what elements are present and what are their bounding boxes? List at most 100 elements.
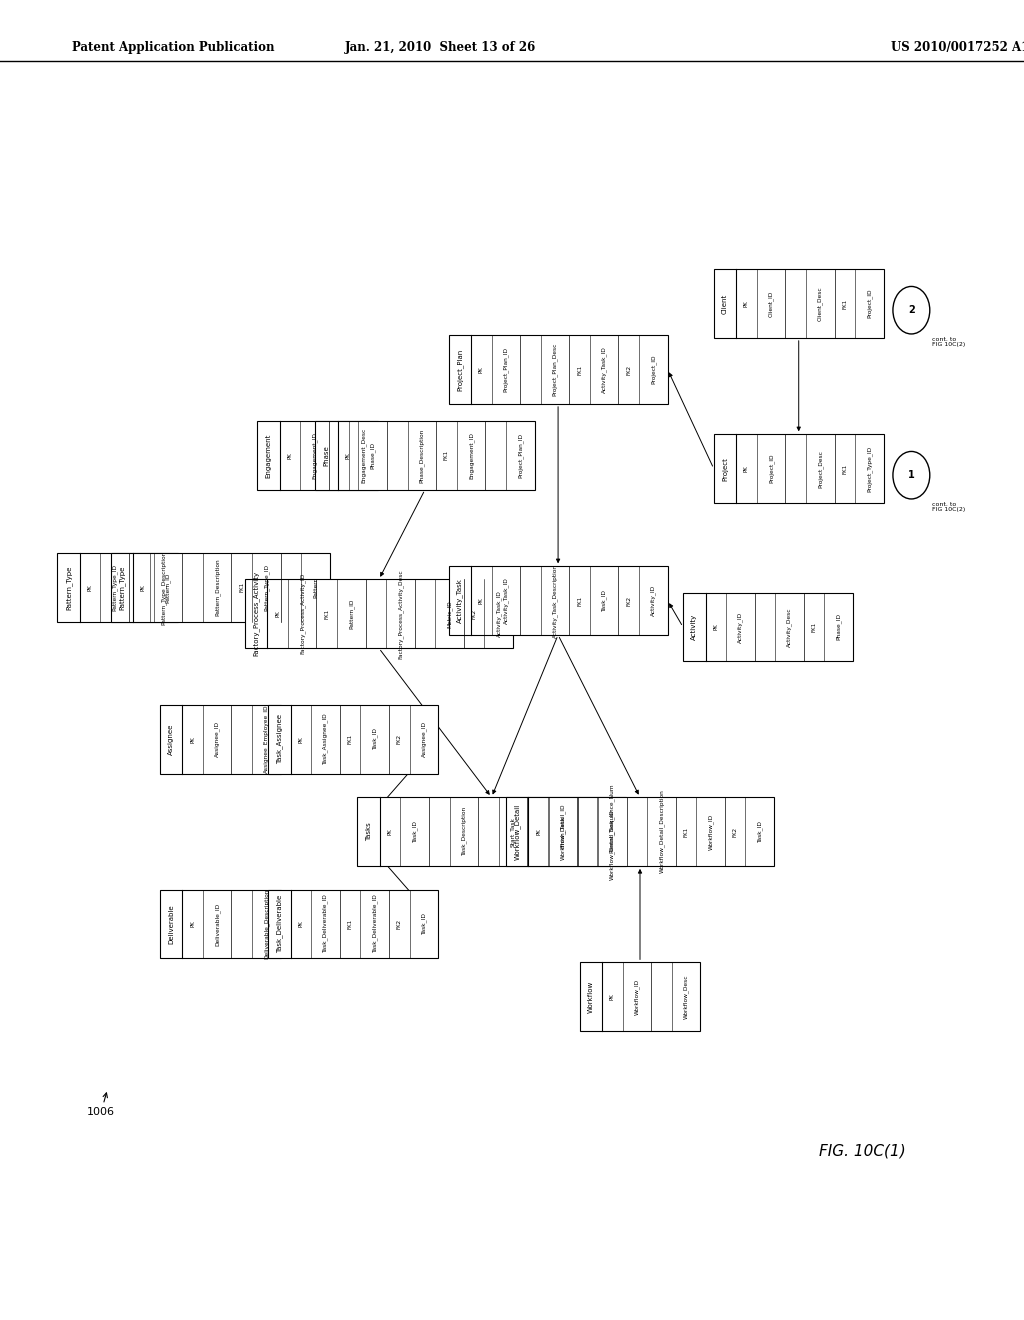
Text: FK1: FK1 [325, 609, 329, 619]
Text: Pattern_ID: Pattern_ID [348, 598, 354, 630]
Text: Engagement_ID: Engagement_ID [468, 432, 474, 479]
Text: PK: PK [744, 300, 749, 308]
Text: Workflow_Desc: Workflow_Desc [683, 974, 689, 1019]
Text: Parent_Task_ID: Parent_Task_ID [608, 809, 614, 854]
Text: 2: 2 [908, 305, 914, 315]
Bar [506, 797, 774, 866]
Text: Workflow_ID: Workflow_ID [708, 813, 714, 850]
Text: Engagement: Engagement [265, 433, 271, 478]
Text: FK1: FK1 [240, 582, 244, 593]
Text: Tasks: Tasks [366, 822, 372, 841]
Text: PK: PK [388, 828, 392, 836]
Text: FIG. 10C(1): FIG. 10C(1) [819, 1143, 906, 1159]
Text: Client_Desc: Client_Desc [817, 286, 823, 321]
Text: Activity_Task: Activity_Task [457, 578, 463, 623]
Text: FK1: FK1 [812, 622, 816, 632]
Text: Task_Assignee_ID: Task_Assignee_ID [323, 713, 329, 766]
Text: cont. to
FIG 10C(2): cont. to FIG 10C(2) [932, 337, 965, 347]
Text: Pattern_ID: Pattern_ID [165, 572, 171, 603]
Bar [449, 335, 668, 404]
Bar [160, 705, 281, 774]
Text: PK: PK [190, 920, 195, 928]
Text: FK2: FK2 [733, 826, 737, 837]
Text: PK: PK [714, 623, 718, 631]
Text: FK1: FK1 [578, 364, 582, 375]
Bar [714, 434, 884, 503]
Text: Phase_Description: Phase_Description [419, 428, 425, 483]
Text: Task_Description: Task_Description [461, 807, 467, 857]
Text: Pattern_Type: Pattern_Type [119, 565, 125, 610]
Text: FK1: FK1 [843, 463, 847, 474]
Text: Metric_ID: Metric_ID [446, 601, 453, 627]
Text: PK: PK [141, 583, 145, 591]
Text: Workflow: Workflow [588, 981, 594, 1012]
Text: Project_ID: Project_ID [650, 355, 656, 384]
Text: Phase: Phase [324, 445, 330, 466]
Text: Task_ID: Task_ID [412, 821, 418, 842]
Text: Project_Plan: Project_Plan [457, 348, 463, 391]
Text: PK: PK [744, 465, 749, 473]
Bar [683, 593, 853, 661]
Text: Factory_Process_Activity_Desc: Factory_Process_Activity_Desc [397, 569, 403, 659]
Bar [268, 890, 438, 958]
Text: Activity_Task_ID: Activity_Task_ID [601, 346, 607, 393]
Text: Project_Desc: Project_Desc [817, 450, 823, 487]
Text: Task_Deliverable_ID: Task_Deliverable_ID [372, 895, 378, 953]
Bar [315, 421, 535, 490]
Text: Pattern: Pattern [313, 577, 317, 598]
Text: Engagement_ID: Engagement_ID [311, 432, 317, 479]
Text: PK: PK [288, 451, 292, 459]
Text: PK: PK [190, 735, 195, 743]
Text: FK2: FK2 [627, 595, 631, 606]
Text: Workflow_Detail: Workflow_Detail [514, 804, 520, 859]
Text: Activity_Task_ID: Activity_Task_ID [496, 590, 502, 638]
Text: Jan. 21, 2010  Sheet 13 of 26: Jan. 21, 2010 Sheet 13 of 26 [345, 41, 536, 54]
Text: FK2: FK2 [397, 734, 401, 744]
Text: FK1: FK1 [578, 595, 582, 606]
Text: 1: 1 [908, 470, 914, 480]
Text: FK2: FK2 [472, 609, 476, 619]
Text: Activity: Activity [691, 614, 697, 640]
Text: Activity_ID: Activity_ID [650, 585, 656, 616]
Text: 1006: 1006 [87, 1093, 115, 1118]
Text: Task_ID: Task_ID [601, 590, 607, 611]
Bar [160, 890, 281, 958]
Text: Task_Deliverable_ID: Task_Deliverable_ID [323, 895, 329, 953]
Text: Project_Type_ID: Project_Type_ID [866, 446, 872, 491]
Text: Activity_ID: Activity_ID [737, 611, 743, 643]
Text: Deliverable: Deliverable [168, 904, 174, 944]
Text: Pattern_Type_ID: Pattern_Type_ID [263, 564, 269, 611]
Text: Task_ID: Task_ID [372, 729, 378, 750]
Text: Start_Task: Start_Task [510, 817, 516, 846]
Text: Assignee: Assignee [168, 723, 174, 755]
Text: Deliverable_Description: Deliverable_Description [263, 888, 269, 960]
Text: Pattern_Description: Pattern_Description [214, 558, 220, 616]
Text: PK: PK [299, 920, 303, 928]
Text: FK1: FK1 [348, 919, 352, 929]
Text: Engagement_Desc: Engagement_Desc [360, 428, 367, 483]
Text: Activity_Task_Description: Activity_Task_Description [552, 564, 558, 638]
Text: Activity_Desc: Activity_Desc [786, 607, 793, 647]
Text: FK2: FK2 [397, 919, 401, 929]
Text: US 2010/0017252 A1: US 2010/0017252 A1 [891, 41, 1024, 54]
Text: PK: PK [299, 735, 303, 743]
Bar [268, 705, 438, 774]
Bar [245, 579, 513, 648]
Text: Phase_ID: Phase_ID [370, 442, 376, 469]
Text: Phase_ID: Phase_ID [836, 614, 842, 640]
Text: Pattern_Type_ID: Pattern_Type_ID [112, 564, 118, 611]
Bar [111, 553, 330, 622]
Bar [57, 553, 178, 622]
Bar [357, 797, 626, 866]
Text: Assignee_ID: Assignee_ID [421, 721, 427, 758]
Text: PK: PK [346, 451, 350, 459]
Text: Patent Application Publication: Patent Application Publication [72, 41, 274, 54]
Text: Factory_Process_Activity_ID: Factory_Process_Activity_ID [299, 573, 305, 655]
Text: Project_Plan_Desc: Project_Plan_Desc [552, 343, 558, 396]
Text: PK: PK [479, 597, 483, 605]
Text: Workflow_ID: Workflow_ID [634, 978, 640, 1015]
Text: Project_Plan_ID: Project_Plan_ID [503, 347, 509, 392]
Bar [580, 962, 700, 1031]
Text: Workflow_Detail_ID: Workflow_Detail_ID [560, 804, 566, 859]
Text: FK1: FK1 [843, 298, 847, 309]
